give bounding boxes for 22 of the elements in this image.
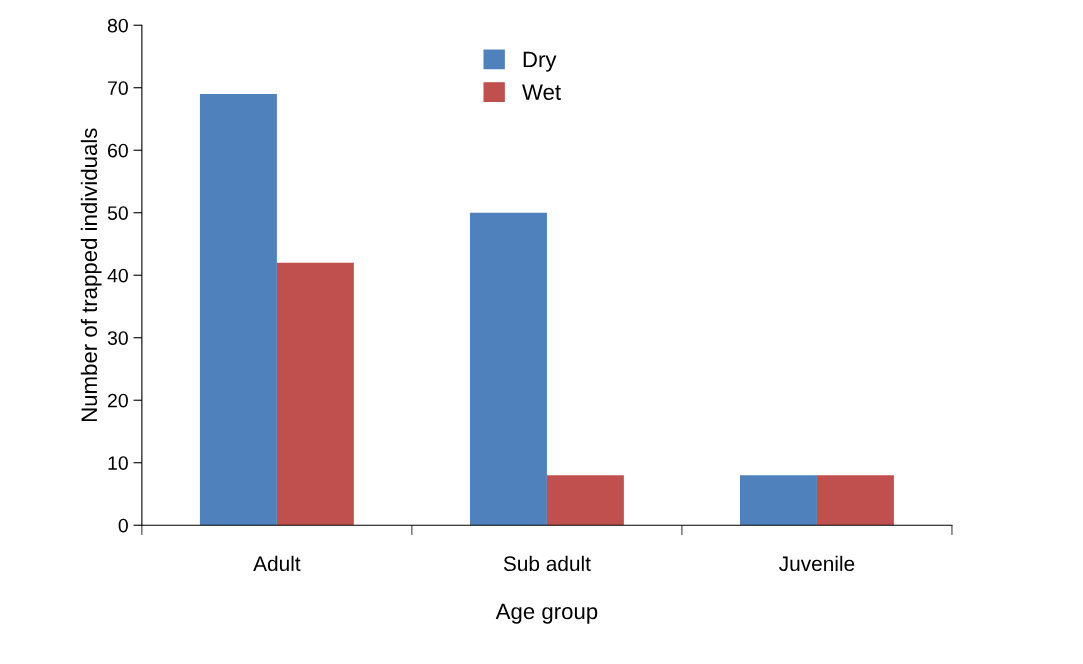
y-tick-label: 60 [108,143,128,158]
x-axis-title: Age group [495,603,598,624]
y-tick-label: 30 [107,331,128,345]
bar [469,212,547,526]
x-tick-label: Adult [253,555,301,572]
y-tick-label: 0 [118,518,128,533]
y-tick-label: 70 [108,81,128,95]
bar [199,93,277,526]
bar [276,262,354,526]
legend-label: Wet [522,84,561,100]
y-tick-label: 40 [107,268,128,283]
y-axis-title: Number of trapped individuals [80,128,102,422]
y-tick-label: 80 [107,18,128,33]
bar [546,475,624,526]
y-tick-label: 10 [108,456,128,470]
bar [816,475,894,526]
y-tick-label: 20 [108,393,128,408]
y-tick-label: 50 [107,206,128,220]
legend-label: Dry [523,51,557,72]
bar [739,475,817,526]
x-tick-label: Juvenile [779,555,855,572]
x-tick-label: Sub adult [503,555,591,572]
